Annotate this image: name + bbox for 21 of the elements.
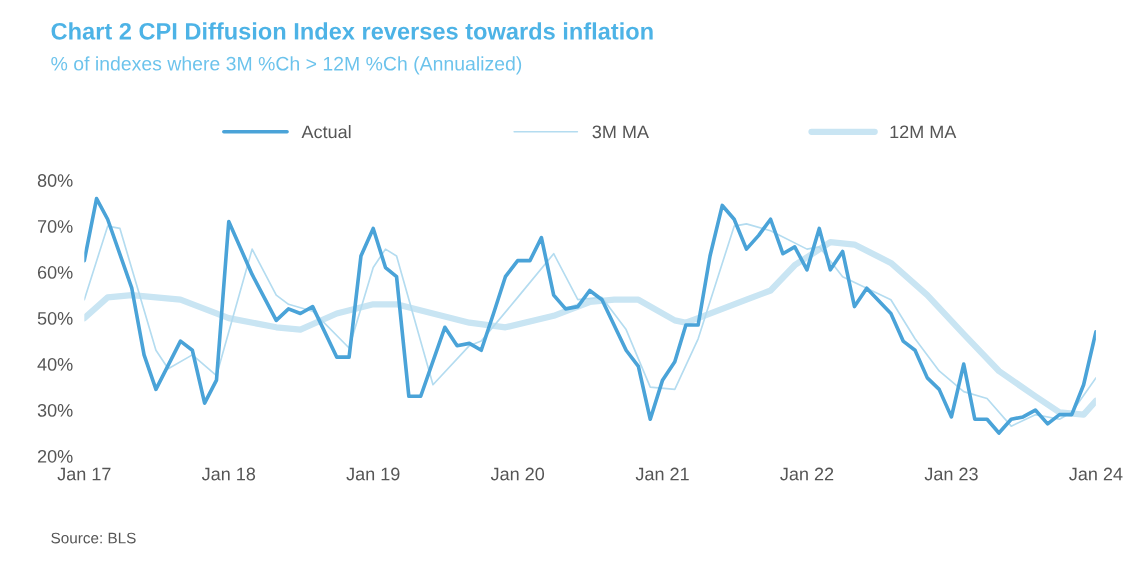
y-tick-label: 40% (37, 358, 73, 371)
y-tick-label: 70% (37, 220, 73, 233)
x-tick-label: Jan 20 (490, 467, 545, 481)
y-tick-label: 30% (37, 403, 73, 417)
source-note: Source: BLS (51, 532, 136, 544)
legend-label: Actual (301, 125, 351, 139)
y-tick-label: 80% (37, 174, 73, 187)
y-tick-label: 60% (37, 266, 73, 279)
x-tick-label: Jan 22 (780, 467, 834, 481)
y-tick-label: 50% (37, 312, 73, 325)
legend-label: 12M MA (890, 125, 957, 139)
x-tick-label: Jan 23 (924, 467, 978, 481)
legend-label: 3M MA (592, 125, 649, 139)
x-tick-label: Jan 21 (635, 467, 689, 481)
chart-title: Chart 2 CPI Diffusion Index reverses towards inflation (51, 22, 653, 40)
y-tick-label: 20% (37, 449, 73, 463)
chart-subtitle: % of indexes where 3M %Ch > 12M %Ch (Annualized) (51, 56, 522, 75)
x-tick-label: Jan 24 (1069, 467, 1123, 481)
x-tick-label: Jan 19 (346, 467, 400, 481)
x-tick-label: Jan 17 (57, 467, 111, 481)
x-tick-label: Jan 18 (201, 467, 256, 481)
